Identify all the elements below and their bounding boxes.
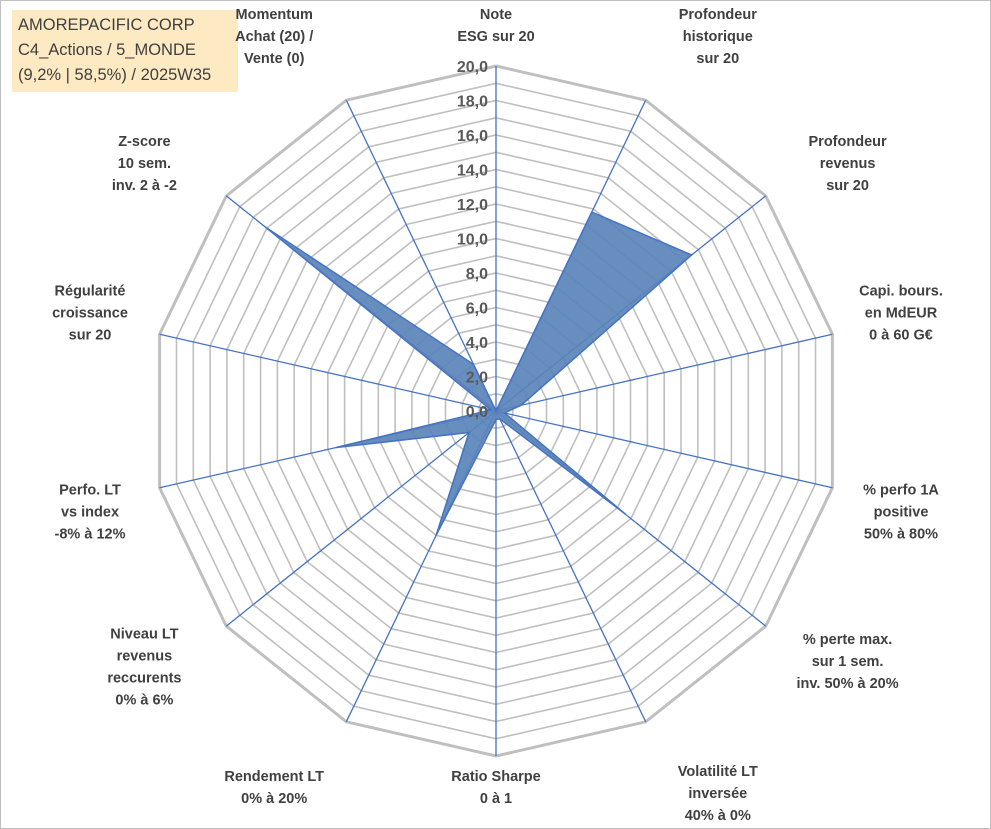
axis-label-line: 10 sem. <box>118 156 171 172</box>
category-label: C4_Actions / 5_MONDE <box>18 41 196 59</box>
tick-label: 16,0 <box>457 128 488 145</box>
axis-label-line: inv. 2 à -2 <box>112 178 177 194</box>
axis-label-line: Volatilité LT <box>678 764 758 780</box>
axis-label-line: historique <box>683 29 753 45</box>
axis-label-line: Perfo. LT <box>59 483 121 499</box>
series-area <box>264 211 693 536</box>
axis-label: Perfo. LT vs index -8% à 12% <box>55 483 126 543</box>
tick-label: 6,0 <box>466 301 488 318</box>
axis-spoke <box>225 410 497 627</box>
axis-label-line: revenus <box>117 649 173 665</box>
axis-label-line: Niveau LT <box>110 627 178 643</box>
axis-label-line: Note <box>480 7 512 23</box>
axis-label: Z-score 10 sem. inv. 2 à -2 <box>112 134 177 194</box>
axis-spoke <box>345 99 497 412</box>
axis-label-line: Rendement LT <box>224 769 324 785</box>
axis-label-line: Régularité <box>55 284 126 300</box>
tick-label: 12,0 <box>457 197 488 214</box>
tick-label: 20,0 <box>457 59 488 76</box>
axis-label: Profondeur historique sur 20 <box>679 7 757 67</box>
axis-label: Profondeur revenus sur 20 <box>809 134 887 194</box>
axis-label: Rendement LT 0% à 20% <box>224 769 324 807</box>
axis-label: Capi. bours. en MdEUR 0 à 60 G€ <box>859 284 943 344</box>
axis-label-line: positive <box>874 505 929 521</box>
axis-label: % perte max. sur 1 sem. inv. 50% à 20% <box>797 632 899 692</box>
axis-label-line: croissance <box>52 306 128 322</box>
axis-label-line: 40% à 0% <box>685 808 751 824</box>
tick-label: 0,0 <box>466 404 488 421</box>
axis-label-line: Profondeur <box>679 7 757 23</box>
axis-label-line: 0 à 1 <box>480 791 512 807</box>
axis-label-line: vs index <box>61 505 119 521</box>
axis-label: Ratio Sharpe 0 à 1 <box>451 769 540 807</box>
axis-label: Momentum Achat (20) / Vente (0) <box>235 7 313 67</box>
axis-label-line: revenus <box>820 156 876 172</box>
axis-label-line: % perte max. <box>803 632 892 648</box>
company-name: AMOREPACIFIC CORP <box>18 16 195 34</box>
axis-spoke <box>495 333 833 412</box>
axis-label-line: Achat (20) / <box>235 29 313 45</box>
axis-spoke <box>495 410 647 723</box>
axis-spoke <box>495 410 833 489</box>
axis-label-line: sur 20 <box>69 328 112 344</box>
tick-label: 8,0 <box>466 266 488 283</box>
radar-series <box>264 211 693 536</box>
radar-tick-labels: 0,0 2,0 4,0 6,0 8,0 10,0 12,0 14,0 16,0 18,0 20,0 <box>457 59 488 421</box>
tick-label: 14,0 <box>457 163 488 180</box>
axis-label-line: sur 1 sem. <box>812 654 884 670</box>
axis-label-line: en MdEUR <box>865 306 938 322</box>
axis-label-line: 0 à 60 G€ <box>869 328 933 344</box>
axis-label: Volatilité LT inversée 40% à 0% <box>678 764 758 824</box>
tick-label: 4,0 <box>466 335 488 352</box>
axis-label-line: Vente (0) <box>244 51 305 67</box>
axis-label-line: reccurents <box>107 671 181 687</box>
axis-label-line: Ratio Sharpe <box>451 769 540 785</box>
axis-label-line: inv. 50% à 20% <box>797 676 899 692</box>
score-label: (9,2% | 58,5%) / 2025W35 <box>18 66 212 84</box>
axis-spoke <box>159 333 497 412</box>
axis-label-line: % perfo 1A <box>863 483 939 499</box>
axis-label-line: inversée <box>688 786 747 802</box>
axis-label-line: sur 20 <box>826 178 869 194</box>
axis-label: Niveau LT revenus reccurents 0% à 6% <box>107 627 181 709</box>
axis-label: % perfo 1A positive 50% à 80% <box>863 483 939 543</box>
axis-label-line: Momentum <box>236 7 313 23</box>
axis-label-line: 50% à 80% <box>864 527 938 543</box>
axis-label-line: -8% à 12% <box>55 527 126 543</box>
tick-label: 18,0 <box>457 94 488 111</box>
axis-label-line: 0% à 6% <box>115 693 173 709</box>
axis-label-line: Profondeur <box>809 134 887 150</box>
chart-title-box: AMOREPACIFIC CORP C4_Actions / 5_MONDE (… <box>12 10 238 92</box>
tick-label: 10,0 <box>457 232 488 249</box>
axis-label-line: 0% à 20% <box>241 791 307 807</box>
axis-label-line: ESG sur 20 <box>457 29 534 45</box>
axis-label: Régularité croissance sur 20 <box>52 284 128 344</box>
tick-label: 2,0 <box>466 370 488 387</box>
axis-label-line: sur 20 <box>696 51 739 67</box>
axis-label-line: Z-score <box>118 134 170 150</box>
radar-axis-labels: Note ESG sur 20 Profondeur historique sur 20… <box>52 7 943 824</box>
axis-label: Note ESG sur 20 <box>457 7 534 45</box>
axis-label-line: Capi. bours. <box>859 284 943 300</box>
